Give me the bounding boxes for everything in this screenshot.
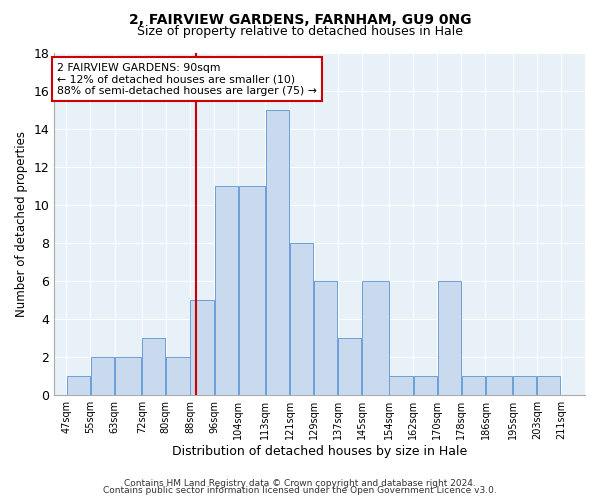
Bar bbox=[91, 357, 114, 395]
Text: Contains public sector information licensed under the Open Government Licence v3: Contains public sector information licen… bbox=[103, 486, 497, 495]
Bar bbox=[462, 376, 485, 395]
Bar bbox=[486, 376, 512, 395]
Bar bbox=[362, 280, 389, 395]
Bar bbox=[239, 186, 265, 395]
Bar bbox=[437, 280, 461, 395]
Text: Size of property relative to detached houses in Hale: Size of property relative to detached ho… bbox=[137, 25, 463, 38]
Bar bbox=[537, 376, 560, 395]
Bar bbox=[413, 376, 437, 395]
Bar bbox=[67, 376, 90, 395]
Bar bbox=[389, 376, 413, 395]
Bar bbox=[290, 242, 313, 395]
Bar bbox=[142, 338, 166, 395]
Text: 2, FAIRVIEW GARDENS, FARNHAM, GU9 0NG: 2, FAIRVIEW GARDENS, FARNHAM, GU9 0NG bbox=[129, 12, 471, 26]
Y-axis label: Number of detached properties: Number of detached properties bbox=[15, 130, 28, 316]
Bar bbox=[314, 280, 337, 395]
X-axis label: Distribution of detached houses by size in Hale: Distribution of detached houses by size … bbox=[172, 444, 467, 458]
Text: 2 FAIRVIEW GARDENS: 90sqm
← 12% of detached houses are smaller (10)
88% of semi-: 2 FAIRVIEW GARDENS: 90sqm ← 12% of detac… bbox=[57, 63, 317, 96]
Bar bbox=[266, 110, 289, 395]
Bar bbox=[166, 357, 190, 395]
Bar bbox=[190, 300, 214, 395]
Bar bbox=[115, 357, 141, 395]
Text: Contains HM Land Registry data © Crown copyright and database right 2024.: Contains HM Land Registry data © Crown c… bbox=[124, 478, 476, 488]
Bar bbox=[215, 186, 238, 395]
Bar bbox=[338, 338, 361, 395]
Bar bbox=[513, 376, 536, 395]
